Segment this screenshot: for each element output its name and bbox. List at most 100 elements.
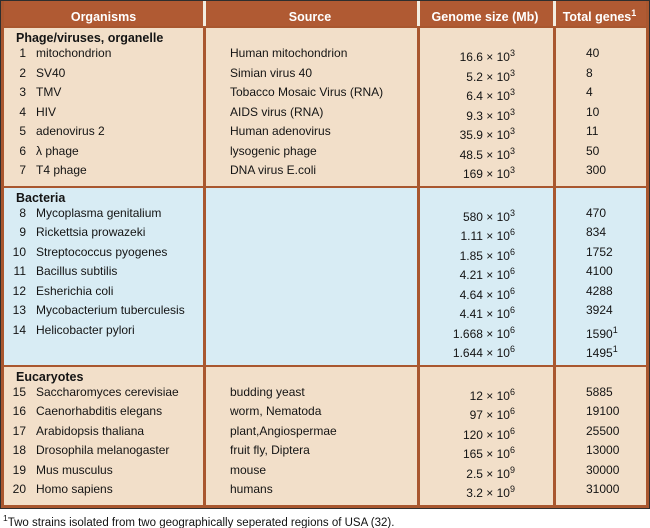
- total-genes-cell: 15901: [553, 323, 646, 343]
- organism-name: Arabidopsis thaliana: [26, 424, 144, 444]
- source-cell: [203, 264, 417, 284]
- exponent: 3: [510, 107, 515, 117]
- genome-size-cell: 97 × 106: [417, 404, 553, 424]
- organism-name: Mycobacterium tuberculesis: [26, 303, 185, 323]
- source-cell: plant,Angiospermae: [203, 424, 417, 444]
- organism-number: 6: [10, 144, 26, 164]
- genome-size-cell: 165 × 106: [417, 443, 553, 463]
- source-cell: [203, 303, 417, 323]
- organism-name: Homo sapiens: [26, 482, 113, 502]
- source-cell: [203, 206, 417, 226]
- source-cell: humans: [203, 482, 417, 502]
- exponent: 6: [510, 227, 515, 237]
- total-genes-cell: 30000: [553, 463, 646, 483]
- genome-size-cell: 169 × 103: [417, 163, 553, 183]
- source-cell: mouse: [203, 463, 417, 483]
- source-cell: [203, 323, 417, 343]
- total-genes-cell: 300: [553, 163, 646, 183]
- genes-superscript: 1: [613, 325, 618, 335]
- genome-size-cell: 5.2 × 103: [417, 66, 553, 86]
- organism-number: 12: [10, 284, 26, 304]
- organism-name: λ phage: [26, 144, 79, 164]
- genome-size-cell: 4.21 × 106: [417, 264, 553, 284]
- organism-name: Helicobacter pylori: [26, 323, 135, 343]
- organism-number: 17: [10, 424, 26, 444]
- total-genes-cell: 4288: [553, 284, 646, 304]
- total-genes-cell: 4: [553, 85, 646, 105]
- column-divider: [203, 188, 206, 365]
- genome-size-cell: 1.85 × 106: [417, 245, 553, 265]
- organism-name: HIV: [26, 105, 56, 125]
- exponent: 6: [510, 426, 515, 436]
- total-genes-cell: 14951: [553, 342, 646, 362]
- organism-number: 18: [10, 443, 26, 463]
- organism-number: 1: [10, 46, 26, 66]
- exponent: 6: [510, 305, 515, 315]
- organism-number: 16: [10, 404, 26, 424]
- exponent: 3: [510, 165, 515, 175]
- organism-number: 10: [10, 245, 26, 265]
- header-column-divider: [203, 1, 206, 26]
- total-genes-cell: 834: [553, 225, 646, 245]
- genome-size-cell: 2.5 × 109: [417, 463, 553, 483]
- exponent: 9: [510, 484, 515, 494]
- exponent: 6: [510, 325, 515, 335]
- genome-size-cell: 1.11 × 106: [417, 225, 553, 245]
- genes-superscript: 1: [613, 344, 618, 354]
- source-cell: worm, Nematoda: [203, 404, 417, 424]
- genome-size-cell: 48.5 × 103: [417, 144, 553, 164]
- total-genes-cell: 10: [553, 105, 646, 125]
- organism-number: 19: [10, 463, 26, 483]
- genome-size-cell: 1.644 × 106: [417, 342, 553, 362]
- column-divider: [417, 367, 420, 505]
- exponent: 9: [510, 465, 515, 475]
- total-genes-cell: 13000: [553, 443, 646, 463]
- exponent: 6: [510, 406, 515, 416]
- exponent: 3: [510, 126, 515, 136]
- organism-number: 14: [10, 323, 26, 343]
- genome-size-cell: 3.2 × 109: [417, 482, 553, 502]
- genome-size-cell: 4.64 × 106: [417, 284, 553, 304]
- exponent: 3: [510, 208, 515, 218]
- column-divider: [417, 188, 420, 365]
- organism-name: [26, 342, 36, 362]
- genome-size-cell: 16.6 × 103: [417, 46, 553, 66]
- organism-name: Esherichia coli: [26, 284, 113, 304]
- source-cell: DNA virus E.coli: [203, 163, 417, 183]
- column-header-genome-size: Genome size (Mb): [417, 1, 553, 30]
- organism-number: 15: [10, 385, 26, 405]
- organism-name: Bacillus subtilis: [26, 264, 117, 284]
- column-header-source: Source: [203, 1, 417, 30]
- organism-name: Drosophila melanogaster: [26, 443, 169, 463]
- organism-name: TMV: [26, 85, 61, 105]
- organism-name: mitochondrion: [26, 46, 111, 66]
- exponent: 3: [510, 87, 515, 97]
- total-genes-cell: 470: [553, 206, 646, 226]
- organism-number: 4: [10, 105, 26, 125]
- organism-name: Mus musculus: [26, 463, 113, 483]
- header-superscript: 1: [631, 8, 636, 18]
- total-genes-cell: 3924: [553, 303, 646, 323]
- total-genes-cell: 25500: [553, 424, 646, 444]
- organism-name: Saccharomyces cerevisiae: [26, 385, 179, 405]
- section-title: Phage/viruses, organelle: [4, 30, 646, 46]
